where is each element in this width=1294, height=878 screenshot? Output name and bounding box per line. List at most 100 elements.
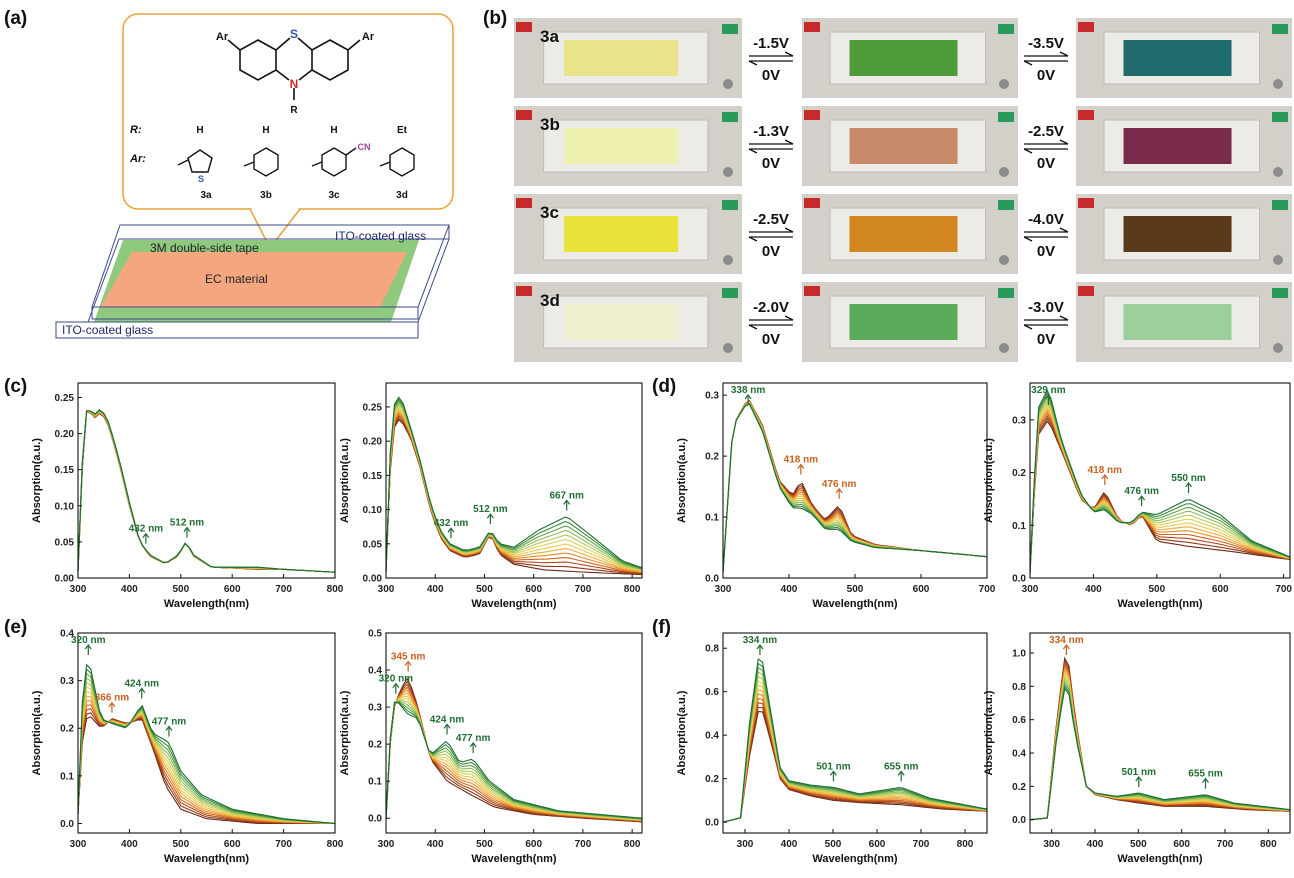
device-photo (802, 18, 1018, 98)
annotation-label: 366 nm (95, 693, 130, 704)
plot-frame (77, 382, 336, 579)
reverse-voltage-label: 0V (1037, 243, 1055, 260)
y-axis-label: Absorption(a.u.) (676, 690, 688, 775)
device-photo (1076, 194, 1292, 274)
spectrum-curve (77, 411, 336, 573)
reverse-arrow (1023, 148, 1068, 154)
green-clip (1272, 200, 1288, 210)
x-axis-label: Wavelength(nm) (1117, 598, 1202, 610)
plot-frame (722, 632, 988, 834)
spectrum-curve (722, 688, 988, 823)
x-tick-label: 500 (847, 584, 864, 595)
plot-frame (385, 632, 643, 834)
row-label: 3c (540, 203, 559, 222)
spectrum-curve (722, 702, 988, 823)
forward-arrow (749, 139, 794, 145)
ec-material-layer (100, 252, 407, 308)
green-clip (998, 112, 1014, 122)
x-tick-label: 600 (1173, 839, 1190, 850)
annotation-label: 476 nm (1124, 486, 1159, 497)
thiophene-s-atom: S (198, 174, 204, 184)
y-tick-label: 0.20 (55, 429, 75, 440)
y-tick-label: 0.6 (705, 687, 719, 698)
voltage-label: -2.5V (753, 211, 789, 228)
ec-film (564, 40, 679, 76)
spectrum-curve (77, 410, 336, 573)
x-tick-label: 700 (913, 839, 930, 850)
voltage-label: -1.3V (753, 123, 789, 140)
ec-film (849, 40, 958, 76)
x-tick-label: 600 (869, 839, 886, 850)
y-tick-label: 0.3 (705, 391, 719, 402)
forward-arrow (1024, 227, 1069, 233)
clip-pin (723, 79, 733, 89)
tape-label: 3M double-side tape (150, 241, 259, 255)
spectrum-chart: 300 400 500 600 700 800 0.0 0.2 0.4 0.6 0.8 Wavelen… (676, 632, 988, 865)
x-tick-label: 700 (1275, 584, 1292, 595)
red-clip (804, 198, 820, 208)
y-tick-label: 0.05 (363, 539, 383, 550)
voltage-label: -2.5V (1028, 123, 1064, 140)
spectrum-curve (722, 684, 988, 823)
y-tick-label: 0.10 (55, 501, 75, 512)
spectrum-curve (722, 680, 988, 823)
ec-film (1123, 216, 1232, 252)
y-tick-label: 0.2 (1012, 468, 1026, 479)
forward-arrow (749, 227, 794, 233)
red-clip (1078, 286, 1094, 296)
x-tick-label: 500 (172, 839, 189, 850)
annotation-arrowhead (797, 463, 805, 469)
annotation-arrowhead (165, 725, 173, 731)
annotation-label: 418 nm (1088, 465, 1123, 476)
annotation-label: 667 nm (549, 490, 584, 501)
plot-frame (385, 382, 643, 579)
clip-pin (1273, 79, 1283, 89)
panel-a: S N R Ar Ar R: Ar: H H H Et S CN 3a 3b 3… (55, 13, 454, 339)
y-tick-label: 0.0 (368, 814, 382, 825)
y-tick-label: 0.3 (1012, 415, 1026, 426)
device-photo (514, 106, 742, 186)
spectrum-curve (722, 697, 988, 823)
annotation-label: 320 nm (71, 635, 106, 646)
reverse-voltage-label: 0V (762, 243, 780, 260)
core-bond-ar-right (347, 39, 361, 51)
plot-frame (77, 632, 336, 834)
y-tick-label: 0.4 (705, 731, 719, 742)
x-tick-label: 400 (1085, 584, 1102, 595)
spectrum-curve (77, 410, 336, 573)
spectrum-chart: 300 400 500 600 700 800 0.0 0.2 0.4 0.6 0.8 1.0 Wave… (983, 632, 1291, 865)
x-tick-label: 600 (913, 584, 930, 595)
annotation-arrowhead (1044, 394, 1052, 400)
cn-bond (345, 147, 357, 156)
red-clip (804, 22, 820, 32)
voltage-label: -4.0V (1028, 211, 1064, 228)
reverse-arrow (748, 60, 793, 66)
x-tick-label: 600 (525, 584, 542, 595)
y-tick-label: 0.25 (363, 402, 383, 413)
x-tick-label: 400 (427, 839, 444, 850)
y-tick-label: 0.0 (1012, 815, 1026, 826)
spectrum-curve (77, 410, 336, 573)
core-ar-right: Ar (362, 31, 375, 43)
annotation-label: 320 nm (379, 674, 414, 685)
y-axis-label: Absorption(a.u.) (31, 438, 43, 523)
forward-arrow (1024, 315, 1069, 321)
annotation-label: 424 nm (430, 714, 465, 725)
forward-arrow (1024, 139, 1069, 145)
cn-group: CN (358, 142, 371, 152)
annotation-arrowhead (183, 526, 191, 532)
ec-film (1123, 304, 1232, 340)
phenothiazine-core (227, 37, 361, 100)
annotation-arrowhead (392, 682, 400, 689)
ec-film (849, 128, 958, 164)
reverse-arrow (748, 236, 793, 242)
y-tick-label: 0.6 (1012, 715, 1026, 726)
x-tick-label: 400 (121, 584, 138, 595)
device-photo (1076, 106, 1292, 186)
annotation-arrowhead (404, 660, 412, 666)
annotation-label: 338 nm (731, 385, 766, 396)
x-tick-label: 800 (624, 584, 641, 595)
spectrum-curve (1029, 407, 1291, 573)
y-tick-label: 0.8 (705, 644, 719, 655)
reverse-arrow (748, 324, 793, 330)
